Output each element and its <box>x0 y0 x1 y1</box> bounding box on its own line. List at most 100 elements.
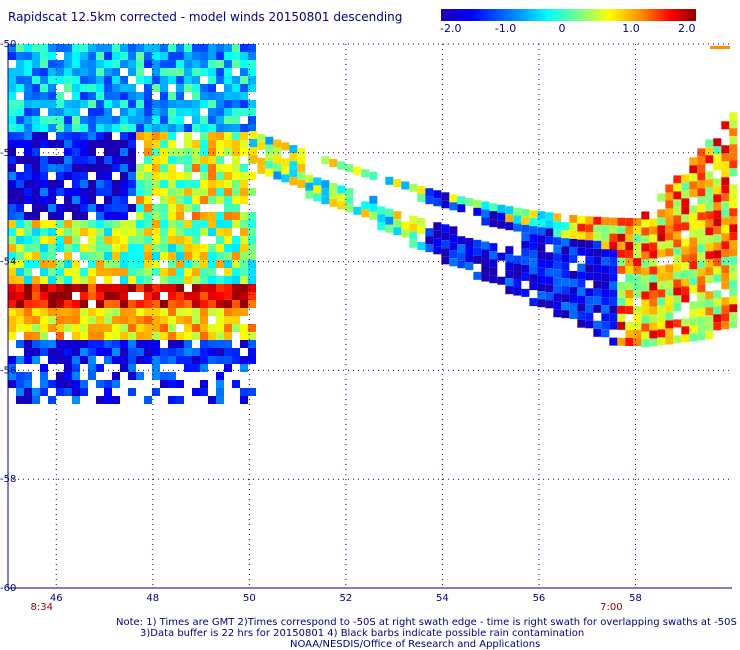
heatmap-cell <box>128 172 136 180</box>
heatmap-cell <box>248 252 256 260</box>
heatmap-cell <box>465 262 474 271</box>
heatmap-cell <box>64 340 72 348</box>
heatmap-cell <box>529 226 538 235</box>
heatmap-cell <box>32 292 40 300</box>
heatmap-cell <box>192 116 200 124</box>
heatmap-cell <box>425 188 434 197</box>
heatmap-cell <box>88 348 96 356</box>
heatmap-cell <box>192 44 200 52</box>
heatmap-cell <box>569 270 578 279</box>
heatmap-cell <box>216 132 224 140</box>
heatmap-cell <box>200 140 208 148</box>
heatmap-cell <box>617 337 626 346</box>
heatmap-cell <box>32 124 40 132</box>
heatmap-cell <box>529 234 538 243</box>
heatmap-cell <box>681 326 690 335</box>
heatmap-cell <box>593 296 602 305</box>
heatmap-cell <box>240 228 248 236</box>
heatmap-cell <box>697 180 706 189</box>
heatmap-cell <box>721 177 730 186</box>
heatmap-cell <box>32 276 40 284</box>
heatmap-cell <box>144 100 152 108</box>
heatmap-cell <box>128 84 136 92</box>
heatmap-cell <box>329 190 338 199</box>
heatmap-cell <box>176 292 184 300</box>
heatmap-cell <box>24 260 32 268</box>
heatmap-cell <box>16 228 24 236</box>
heatmap-cell <box>72 92 80 100</box>
heatmap-cell <box>232 76 240 84</box>
heatmap-cell <box>649 250 658 259</box>
heatmap-cell <box>705 331 714 340</box>
heatmap-cell <box>8 188 16 196</box>
heatmap-cell <box>32 68 40 76</box>
heatmap-cell <box>168 340 176 348</box>
heatmap-cell <box>273 171 282 180</box>
heatmap-cell <box>56 228 64 236</box>
heatmap-cell <box>529 250 538 259</box>
heatmap-cell <box>152 220 160 228</box>
heatmap-cell <box>48 180 56 188</box>
heatmap-cell <box>465 198 474 207</box>
y-tick-label: -56 <box>0 365 16 376</box>
heatmap-cell <box>112 268 120 276</box>
heatmap-cell <box>72 316 80 324</box>
heatmap-cell <box>224 308 232 316</box>
heatmap-cell <box>361 201 370 210</box>
heatmap-cell <box>200 324 208 332</box>
heatmap-cell <box>240 132 248 140</box>
heatmap-cell <box>40 372 48 380</box>
heatmap-cell <box>577 287 586 296</box>
heatmap-cell <box>232 148 240 156</box>
heatmap-cell <box>200 220 208 228</box>
heatmap-cell <box>80 164 88 172</box>
heatmap-cell <box>80 220 88 228</box>
heatmap-cell <box>601 297 610 306</box>
heatmap-cell <box>601 265 610 274</box>
heatmap-cell <box>192 92 200 100</box>
heatmap-cell <box>48 212 56 220</box>
heatmap-cell <box>88 220 96 228</box>
heatmap-cell <box>24 116 32 124</box>
heatmap-cell <box>585 264 594 273</box>
heatmap-cell <box>64 196 72 204</box>
heatmap-cell <box>208 180 216 188</box>
heatmap-cell <box>144 172 152 180</box>
heatmap-cell <box>689 245 698 254</box>
heatmap-cell <box>136 244 144 252</box>
heatmap-cell <box>48 84 56 92</box>
heatmap-cell <box>160 284 168 292</box>
heatmap-cell <box>321 180 330 189</box>
heatmap-cell <box>80 276 88 284</box>
heatmap-cell <box>224 60 232 68</box>
heatmap-cell <box>96 124 104 132</box>
heatmap-cell <box>72 68 80 76</box>
heatmap-cell <box>617 297 626 306</box>
heatmap-cell <box>24 220 32 228</box>
heatmap-cell <box>128 44 136 52</box>
heatmap-cell <box>56 340 64 348</box>
heatmap-cell <box>112 164 120 172</box>
heatmap-cell <box>216 276 224 284</box>
heatmap-cell <box>176 276 184 284</box>
heatmap-cell <box>96 316 104 324</box>
heatmap-cell <box>24 124 32 132</box>
heatmap-cell <box>160 180 168 188</box>
heatmap-cell <box>417 226 426 235</box>
heatmap-cell <box>72 44 80 52</box>
heatmap-cell <box>697 276 706 285</box>
heatmap-cell <box>136 100 144 108</box>
heatmap-cell <box>56 332 64 340</box>
heatmap-cell <box>72 84 80 92</box>
heatmap-cell <box>144 292 152 300</box>
heatmap-cell <box>641 307 650 316</box>
heatmap-cell <box>88 316 96 324</box>
heatmap-cell <box>168 244 176 252</box>
x-tick-label: 54 <box>436 593 449 604</box>
heatmap-cell <box>8 68 16 76</box>
heatmap-cell <box>449 202 458 211</box>
heatmap-cell <box>248 188 256 196</box>
heatmap-cell <box>585 232 594 241</box>
heatmap-cell <box>248 212 256 220</box>
heatmap-cell <box>32 164 40 172</box>
